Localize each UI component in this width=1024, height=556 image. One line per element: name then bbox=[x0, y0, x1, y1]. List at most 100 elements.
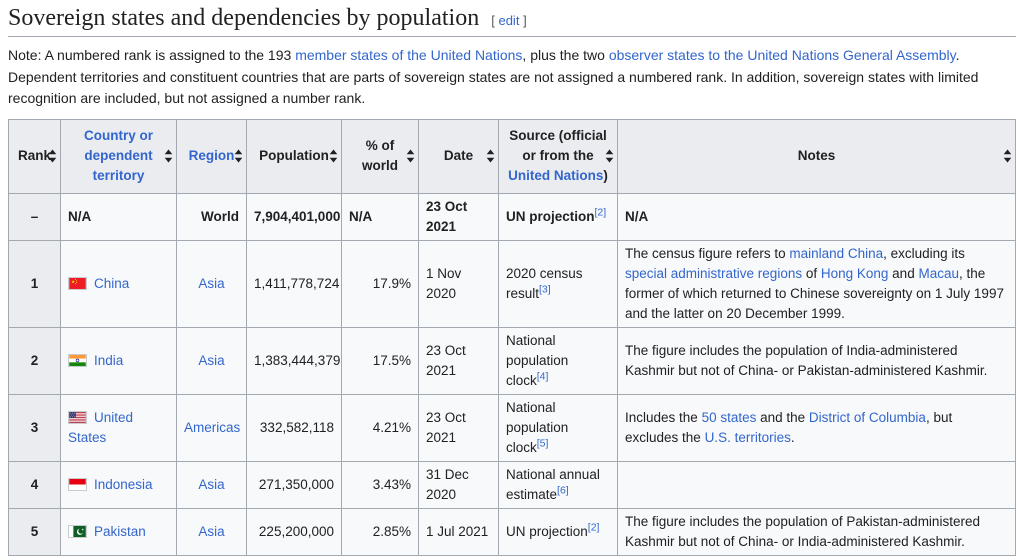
table-row: 4 Indonesia Asia 271,350,000 3.43% 31 De… bbox=[8, 460, 1016, 509]
cell-text: World bbox=[201, 208, 239, 224]
rank-cell: – bbox=[8, 192, 61, 241]
table-body: – N/A World 7,904,401,000 N/A 23 Oct 202… bbox=[8, 192, 1016, 556]
wiki-link[interactable]: Hong Kong bbox=[820, 265, 889, 281]
china-flag-icon bbox=[68, 276, 87, 290]
notes-cell: The census figure refers to mainland Chi… bbox=[617, 239, 1016, 328]
header-rank[interactable]: Rank bbox=[8, 118, 61, 194]
country-link[interactable]: Pakistan bbox=[94, 523, 146, 539]
text-segment: and the bbox=[756, 409, 809, 425]
header-notes[interactable]: Notes bbox=[617, 118, 1016, 194]
percent-world-cell: 2.85% bbox=[341, 507, 419, 556]
text-segment: Notes bbox=[797, 148, 836, 163]
wiki-link[interactable]: Macau bbox=[918, 265, 959, 281]
region-link[interactable]: Asia bbox=[198, 476, 225, 492]
sort-icon[interactable] bbox=[486, 149, 495, 163]
text-segment: The figure includes the population of Pa… bbox=[625, 513, 980, 549]
text-segment: The figure includes the population of In… bbox=[625, 342, 988, 378]
sort-icon[interactable] bbox=[164, 149, 173, 163]
country-link[interactable]: India bbox=[94, 352, 124, 368]
reference-sup: [4] bbox=[537, 370, 549, 382]
region-link[interactable]: Americas bbox=[184, 419, 241, 435]
sort-icon[interactable] bbox=[1003, 149, 1012, 163]
pakistan-flag-icon bbox=[68, 524, 87, 538]
wiki-link[interactable]: Country or dependent territory bbox=[84, 128, 153, 183]
cell-text: N/A bbox=[68, 208, 92, 224]
page-title: Sovereign states and dependencies by pop… bbox=[8, 0, 1016, 37]
sort-icon[interactable] bbox=[48, 149, 57, 163]
text-segment: Includes the bbox=[625, 409, 702, 425]
wiki-link[interactable]: member states of the United Nations bbox=[295, 47, 523, 63]
wiki-link[interactable]: U.S. territories bbox=[704, 429, 791, 445]
date-cell: 31 Dec 2020 bbox=[418, 460, 499, 509]
text-segment: Date bbox=[443, 148, 474, 163]
region-link[interactable]: Asia bbox=[198, 352, 225, 368]
text-segment: Note: A numbered rank is assigned to the… bbox=[8, 47, 296, 63]
sort-icon[interactable] bbox=[406, 149, 415, 163]
header-notes-label: Notes bbox=[798, 148, 836, 163]
population-cell: 1,383,444,379 bbox=[246, 326, 342, 395]
reference-link[interactable]: [5] bbox=[536, 437, 549, 449]
sort-icon[interactable] bbox=[234, 149, 243, 163]
text-segment: , the former of which returned to Chines… bbox=[625, 265, 1004, 321]
country-link[interactable]: Indonesia bbox=[94, 476, 153, 492]
date-cell: 1 Jul 2021 bbox=[418, 507, 499, 556]
text-segment: UN projection bbox=[506, 523, 588, 539]
percent-world-cell: 4.21% bbox=[341, 393, 419, 462]
text-segment: and bbox=[888, 265, 919, 281]
table-row: 2 India Asia 1,383,444,379 17.5% 23 Oct … bbox=[8, 326, 1016, 395]
header-country[interactable]: Country or dependent territory bbox=[60, 118, 177, 194]
header-country-label: Country or dependent territory bbox=[84, 128, 153, 183]
sort-icon[interactable] bbox=[329, 149, 338, 163]
reference-sup: [2] bbox=[595, 206, 607, 218]
rank-cell: 1 bbox=[8, 239, 61, 328]
indonesia-flag-icon bbox=[68, 477, 87, 491]
header-population[interactable]: Population bbox=[246, 118, 342, 194]
rank-cell: 5 bbox=[8, 507, 61, 556]
edit-link[interactable]: edit bbox=[498, 13, 520, 28]
date-cell: 23 Oct 2021 bbox=[418, 192, 499, 241]
country-link[interactable]: United States bbox=[68, 409, 134, 445]
text-segment: The census figure refers to bbox=[625, 245, 790, 261]
edit-bracket-close: ] bbox=[523, 13, 527, 28]
reference-sup: [5] bbox=[537, 437, 549, 449]
table-row: 1 China Asia 1,411,778,724 17.9% 1 Nov 2… bbox=[8, 239, 1016, 328]
source-cell: National population clock[5] bbox=[498, 393, 618, 462]
wiki-link[interactable]: United Nations bbox=[508, 168, 604, 183]
header-population-label: Population bbox=[259, 148, 329, 163]
sort-icon[interactable] bbox=[605, 149, 614, 163]
header-region[interactable]: Region bbox=[176, 118, 247, 194]
country-cell: N/A bbox=[60, 192, 177, 241]
reference-link[interactable]: [6] bbox=[557, 484, 569, 496]
country-link[interactable]: China bbox=[94, 275, 130, 291]
region-link[interactable]: Asia bbox=[198, 523, 225, 539]
table-header: Rank Country or dependent territory Regi… bbox=[8, 118, 1016, 194]
reference-link[interactable]: [2] bbox=[587, 521, 600, 533]
region-link[interactable]: Asia bbox=[198, 275, 225, 291]
reference-link[interactable]: [3] bbox=[539, 283, 551, 295]
population-table: Rank Country or dependent territory Regi… bbox=[8, 118, 1016, 556]
header-percent-world[interactable]: % of world bbox=[341, 118, 419, 194]
notes-cell: N/A bbox=[617, 192, 1016, 241]
text-segment: 2020 census result bbox=[506, 265, 583, 301]
region-cell: World bbox=[176, 192, 247, 241]
header-source[interactable]: Source (official or from the United Nati… bbox=[498, 118, 618, 194]
region-cell: Asia bbox=[176, 239, 247, 328]
population-cell: 225,200,000 bbox=[246, 507, 342, 556]
notes-cell bbox=[617, 460, 1016, 509]
wiki-link[interactable]: 50 states bbox=[701, 409, 757, 425]
wiki-link[interactable]: District of Columbia bbox=[808, 409, 926, 425]
wiki-link[interactable]: mainland China bbox=[789, 245, 884, 261]
header-date[interactable]: Date bbox=[418, 118, 499, 194]
wiki-link[interactable]: special administrative regions bbox=[625, 265, 803, 281]
note-paragraph: Note: A numbered rank is assigned to the… bbox=[8, 45, 1016, 110]
reference-link[interactable]: [2] bbox=[594, 206, 607, 218]
country-cell: Pakistan bbox=[60, 507, 177, 556]
notes-cell: The figure includes the population of In… bbox=[617, 326, 1016, 395]
wiki-link[interactable]: observer states to the United Nations Ge… bbox=[608, 47, 956, 63]
wiki-link[interactable]: Region bbox=[188, 148, 235, 163]
text-segment: % of world bbox=[362, 138, 398, 173]
edit-bracket-open: [ bbox=[491, 13, 495, 28]
reference-link[interactable]: [4] bbox=[536, 370, 549, 382]
rank-cell: 3 bbox=[8, 393, 61, 462]
